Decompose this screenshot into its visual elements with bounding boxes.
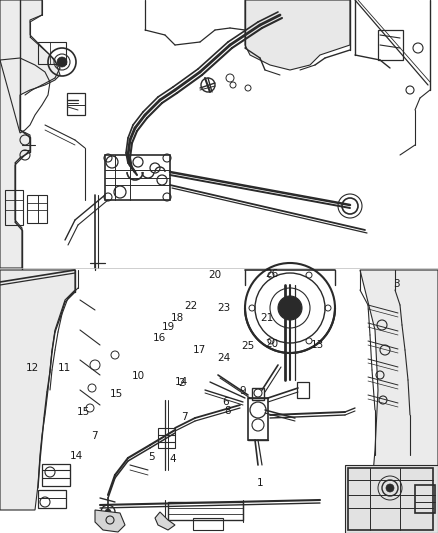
Circle shape: [57, 57, 67, 67]
Bar: [297, 382, 309, 398]
Circle shape: [278, 296, 302, 320]
Bar: [378, 30, 403, 60]
Bar: [27, 195, 47, 223]
Text: 20: 20: [208, 270, 221, 280]
Polygon shape: [0, 270, 75, 510]
Text: 8: 8: [224, 407, 231, 416]
Bar: [38, 490, 66, 508]
Bar: [252, 388, 264, 400]
Text: 21: 21: [261, 313, 274, 323]
Text: 26: 26: [265, 269, 278, 279]
Polygon shape: [0, 0, 60, 268]
Text: 11: 11: [58, 363, 71, 373]
Text: 10: 10: [131, 372, 145, 381]
Bar: [105, 155, 170, 200]
Text: 6: 6: [222, 398, 229, 407]
Bar: [0, 270, 438, 533]
Bar: [415, 485, 435, 513]
Text: 4: 4: [170, 455, 177, 464]
Polygon shape: [95, 510, 125, 532]
Polygon shape: [155, 512, 175, 530]
Text: 19: 19: [162, 322, 175, 332]
Polygon shape: [345, 465, 438, 533]
Text: 15: 15: [77, 407, 90, 417]
Text: 1: 1: [257, 478, 264, 488]
Text: 24: 24: [217, 353, 230, 362]
Text: 14: 14: [175, 377, 188, 386]
Text: 17: 17: [193, 345, 206, 355]
Text: 20: 20: [265, 339, 278, 349]
Text: 22: 22: [184, 301, 197, 311]
Text: 13: 13: [311, 341, 324, 350]
Text: 12: 12: [26, 363, 39, 373]
Text: 5: 5: [148, 453, 155, 462]
Bar: [5, 190, 23, 225]
Bar: [348, 468, 433, 530]
Text: 18: 18: [171, 313, 184, 322]
Polygon shape: [360, 270, 438, 533]
Bar: [42, 464, 70, 486]
Circle shape: [105, 509, 111, 515]
Text: 7: 7: [180, 412, 187, 422]
Text: 7: 7: [91, 431, 98, 441]
Text: 2: 2: [178, 378, 185, 387]
Circle shape: [386, 484, 394, 492]
Text: 15: 15: [110, 390, 123, 399]
Bar: [0, 0, 438, 270]
Bar: [248, 398, 268, 440]
Bar: [158, 428, 175, 448]
Polygon shape: [245, 0, 350, 70]
Text: 14: 14: [70, 451, 83, 461]
Bar: [193, 518, 223, 530]
Text: 23: 23: [217, 303, 230, 312]
Text: 16: 16: [153, 333, 166, 343]
Text: 9: 9: [240, 386, 247, 395]
Text: 3: 3: [393, 279, 400, 288]
Bar: [38, 42, 66, 64]
Bar: [67, 93, 85, 115]
Text: 25: 25: [241, 342, 254, 351]
Bar: [168, 502, 243, 520]
